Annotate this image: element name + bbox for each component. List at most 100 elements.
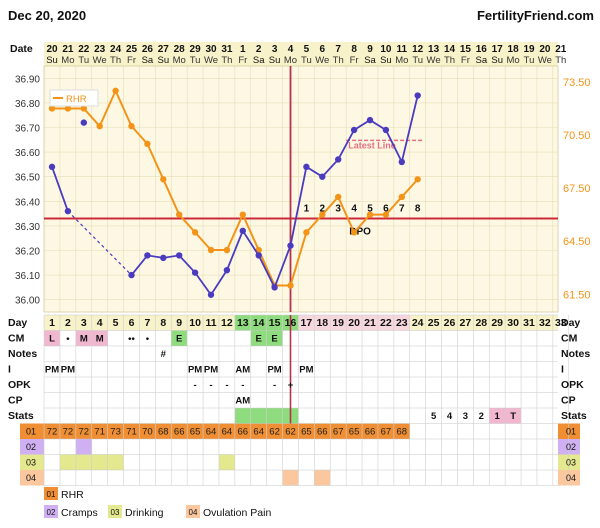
legend-item-label: Drinking: [125, 507, 164, 519]
date-tick: 4: [288, 44, 294, 55]
rhr-point: [96, 122, 103, 130]
custom-02-code-bg: [20, 439, 44, 455]
site-name: FertilityFriend.com: [477, 8, 594, 23]
dpo-number: 6: [383, 204, 389, 215]
grid-cell-text: PM: [61, 365, 75, 376]
date-tick: 21: [555, 44, 567, 55]
grid-cell-text: •: [66, 334, 70, 345]
custom-cell-text: 72: [63, 427, 74, 438]
day-cell-luteal: [346, 315, 363, 331]
grid-cell-text: 1: [49, 317, 55, 329]
day-cell-luteal: [377, 315, 394, 331]
date-tick: 16: [476, 44, 488, 55]
custom-01-cell: [266, 423, 283, 439]
cm-cell-color: [171, 330, 188, 346]
cm-cell-color: [250, 330, 267, 346]
custom-cell-text: 65: [301, 427, 312, 438]
grid-cell-text: 12: [221, 317, 233, 329]
weekday-tick: Th: [110, 55, 121, 66]
grid-cell-text: 8: [160, 317, 166, 329]
day-cell-luteal: [298, 315, 315, 331]
day-cell-luteal: [330, 315, 347, 331]
grid-cell-text: E: [256, 334, 262, 345]
row-label-right: CM: [561, 333, 578, 345]
latest-line-label: Latest Line: [348, 140, 396, 150]
bbt-point: [144, 252, 151, 259]
custom-cell-text: 64: [222, 427, 233, 438]
grid-cell-text: 5: [113, 317, 119, 329]
plot-border: [43, 65, 559, 313]
date-tick: 27: [158, 44, 170, 55]
date-tick: 31: [221, 44, 233, 55]
date-tick: 23: [94, 44, 106, 55]
day-cell-luteal: [314, 315, 331, 331]
weekday-tick: We: [427, 55, 441, 66]
custom-01-cell: [314, 423, 331, 439]
rhr-point: [319, 211, 326, 218]
row-label: Notes: [8, 348, 37, 360]
custom-cell-text: 65: [190, 427, 201, 438]
bbt-point: [176, 252, 183, 259]
weekday-tick: Mo: [61, 55, 74, 66]
day-cell-luteal: [362, 315, 378, 331]
custom-cell-text: 64: [253, 427, 264, 438]
bbt-point: [319, 173, 326, 180]
custom-01-cell: [393, 423, 410, 439]
rhr-point: [191, 229, 199, 236]
custom-row-code-right: 02: [566, 442, 576, 452]
row-label: Stats: [8, 410, 34, 422]
grid-cell-text: 5: [431, 411, 437, 422]
date-tick: 14: [444, 44, 456, 55]
grid-cell-text: L: [49, 334, 55, 345]
grid-cell-text: -: [194, 380, 197, 391]
custom-01-code-bg: [20, 423, 44, 439]
bbt-point: [366, 116, 374, 124]
custom-01-cell: [155, 423, 172, 439]
grid-cell-text: 17: [301, 317, 313, 329]
left-tick-label: 36.50: [15, 173, 40, 184]
row-label: Day: [8, 317, 27, 329]
rhr-point: [64, 105, 72, 112]
grid-cell-text: -: [241, 380, 244, 391]
custom-cell-text: 72: [79, 427, 90, 438]
custom-row-code: 04: [26, 473, 36, 483]
grid-cell-text: 28: [475, 317, 487, 329]
rhr-point: [48, 105, 56, 112]
custom-legend: 01 RHR 02 Cramps 03 Drinking 04 Ovulation Pain: [44, 487, 271, 519]
weekday-tick: We: [204, 55, 218, 66]
weekday-tick: Su: [269, 55, 281, 66]
custom-01-cell: [187, 423, 204, 439]
right-tick-label: 70.50: [563, 130, 591, 142]
grid-cell-text: 24: [412, 317, 424, 329]
date-tick: 26: [142, 44, 154, 55]
date-tick: 5: [304, 44, 310, 55]
left-axis-ticks: 36.90 36.80 36.70 36.60 36.50 36.40 36.30 36.20…: [15, 74, 40, 306]
date-tick: 19: [523, 44, 535, 55]
grid-cell-text: 18: [316, 317, 328, 329]
left-tick-label: 36.10: [15, 271, 40, 282]
date-tick: 3: [272, 44, 278, 55]
weekday-tick: Tu: [78, 55, 89, 66]
custom-01-cell: [377, 423, 394, 439]
rhr-point: [207, 246, 215, 254]
weekday-tick: Su: [380, 55, 392, 66]
custom-cell-text: 64: [206, 427, 217, 438]
custom-01-cell: [234, 423, 251, 439]
grid-cell-text: 30: [507, 317, 519, 329]
dpo-number: 7: [399, 204, 405, 215]
grid-cell-text: 2: [479, 411, 484, 422]
weekday-tick: Fr: [127, 55, 136, 66]
grid-cell-text: ••: [128, 334, 135, 345]
custom-01-cell: [330, 423, 347, 439]
rhr-point: [287, 282, 294, 289]
row-label-right: Notes: [561, 348, 590, 360]
day-cell-luteal: [393, 315, 410, 331]
bbt-point: [303, 163, 310, 171]
legend-item-code: 03: [111, 508, 120, 517]
date-tick: 20: [46, 44, 58, 55]
legend-item-swatch: [44, 487, 58, 500]
row-label: OPK: [8, 379, 31, 391]
grid-cell-text: PM: [204, 365, 218, 376]
date-tick: 6: [320, 44, 326, 55]
